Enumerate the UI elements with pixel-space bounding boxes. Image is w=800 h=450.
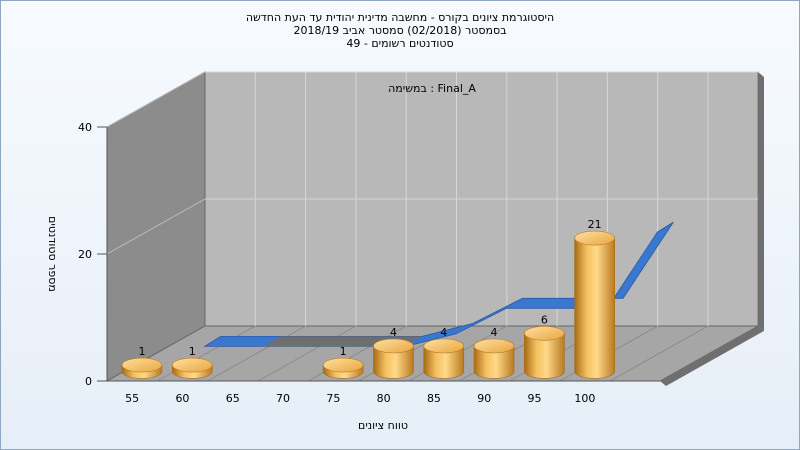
y-axis-label: מספר סטודנטים <box>46 216 59 292</box>
x-tick-label: 85 <box>427 392 441 405</box>
chart-bars <box>121 230 615 379</box>
chart-title: היסטוגרמת ציונים בקורס - מחשבה מדינית יה… <box>245 11 555 24</box>
bar-100 <box>574 230 615 379</box>
x-tick-label: 80 <box>377 392 391 405</box>
bar-value-label: 21 <box>588 218 602 231</box>
y-tick-label: 20 <box>78 248 92 261</box>
bar-value-label: 6 <box>541 313 548 326</box>
x-axis-label: טווח ציונים <box>358 419 408 432</box>
bar-value-label: 1 <box>340 345 347 358</box>
chart-floor-edge <box>660 326 764 386</box>
bar-value-label: 1 <box>189 345 196 358</box>
chart-back-wall-edge <box>758 72 764 331</box>
bar-60 <box>171 357 213 379</box>
bar-90 <box>473 338 515 379</box>
x-tick-label: 60 <box>175 392 189 405</box>
x-tick-label: 75 <box>326 392 340 405</box>
bar-value-label: 4 <box>440 326 447 339</box>
chart-subtitle-students: סטודנטים רשומים - 49 <box>346 37 454 50</box>
x-tick-label: 65 <box>226 392 240 405</box>
x-tick-label: 100 <box>574 392 595 405</box>
bar-55 <box>121 357 163 379</box>
chart-labels: 0 20 40 55 60 65 70 75 80 85 90 95 100 1 1 1 4 4 4 6 21 <box>78 121 602 405</box>
bar-80 <box>373 338 414 379</box>
chart-annotation: במשימה : Final_A <box>388 82 476 95</box>
y-tick-label: 40 <box>78 121 92 134</box>
x-tick-label: 90 <box>477 392 491 405</box>
chart-subtitle-semester: בסמסטר (02/2018) סמסטר אביב 2018/19 <box>293 24 507 37</box>
bar-value-label: 4 <box>390 326 397 339</box>
y-tick-label: 0 <box>85 375 92 388</box>
bar-value-label: 4 <box>491 326 498 339</box>
x-tick-label: 70 <box>276 392 290 405</box>
x-tick-label: 95 <box>528 392 542 405</box>
bar-75 <box>322 357 364 379</box>
bar-95 <box>524 325 565 379</box>
x-tick-label: 55 <box>125 392 139 405</box>
bar-value-label: 1 <box>138 345 145 358</box>
bar-85 <box>423 338 465 379</box>
